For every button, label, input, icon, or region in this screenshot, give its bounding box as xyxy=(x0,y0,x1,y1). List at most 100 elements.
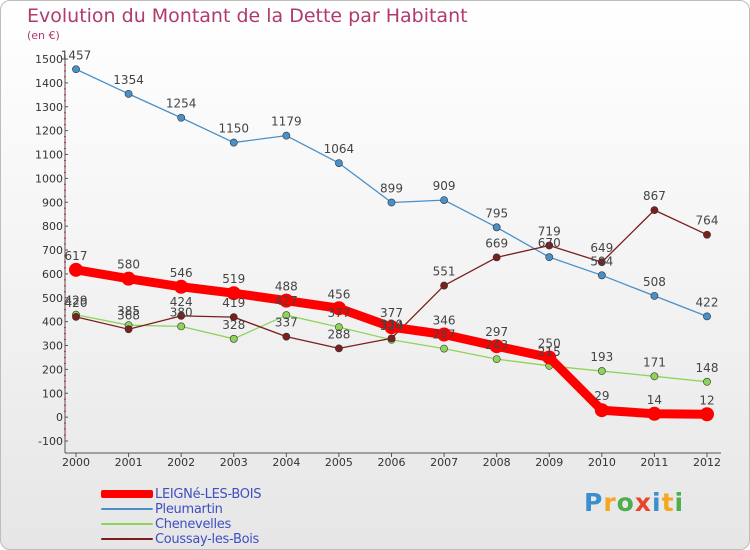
data-point xyxy=(72,312,80,321)
data-label: 419 xyxy=(222,296,245,310)
data-label: 29 xyxy=(594,389,609,403)
legend-swatch xyxy=(101,508,153,510)
y-tick-label: 700 xyxy=(42,244,63,257)
data-point xyxy=(594,403,609,418)
data-point xyxy=(335,323,343,332)
data-point xyxy=(121,271,136,286)
data-point xyxy=(492,355,501,364)
x-tick-label: 2005 xyxy=(325,456,353,469)
data-label: 670 xyxy=(538,236,561,250)
x-tick-label: 2002 xyxy=(167,456,195,469)
data-point xyxy=(229,334,238,343)
data-label: 594 xyxy=(590,254,613,268)
data-label: 420 xyxy=(65,296,88,310)
legend-label: LEIGNé-LES-BOIS xyxy=(155,487,262,502)
x-tick-label: 2007 xyxy=(430,456,458,469)
logo-letter: r xyxy=(603,488,617,517)
y-tick-label: 1500 xyxy=(35,53,63,66)
data-label: 328 xyxy=(222,318,245,332)
x-tick-label: 2010 xyxy=(588,456,616,469)
data-label: 899 xyxy=(380,181,403,195)
data-label: 508 xyxy=(643,275,666,289)
legend-label: Coussay-les-Bois xyxy=(155,532,260,547)
data-label: 795 xyxy=(485,206,508,220)
y-tick-label: 100 xyxy=(42,387,63,400)
data-label: 215 xyxy=(538,345,561,359)
data-label: 324 xyxy=(380,319,403,333)
data-label: 669 xyxy=(485,236,508,250)
y-tick-label: 400 xyxy=(42,316,63,329)
data-point xyxy=(647,406,662,421)
y-tick-label: 1100 xyxy=(35,149,63,162)
x-tick-label: 2001 xyxy=(115,456,143,469)
data-label: 1354 xyxy=(113,73,144,87)
x-tick-label: 2009 xyxy=(535,456,563,469)
data-point xyxy=(335,344,343,353)
data-label: 424 xyxy=(170,295,193,309)
x-tick-label: 2008 xyxy=(483,456,511,469)
logo-letter: t xyxy=(661,488,675,517)
data-point xyxy=(177,311,186,320)
data-point xyxy=(597,271,606,280)
y-tick-label: 1000 xyxy=(35,172,63,185)
x-tick-label: 2006 xyxy=(378,456,406,469)
data-label: 287 xyxy=(433,328,456,342)
data-point xyxy=(703,377,711,386)
data-point xyxy=(440,196,448,205)
y-tick-label: -100 xyxy=(38,435,63,448)
data-point xyxy=(282,332,291,341)
x-tick-label: 2004 xyxy=(272,456,300,469)
data-label: 288 xyxy=(327,327,350,341)
data-label: 193 xyxy=(590,350,613,364)
y-tick-label: 1400 xyxy=(35,77,63,90)
legend-swatch xyxy=(101,490,153,498)
data-label: 243 xyxy=(485,338,508,352)
data-label: 297 xyxy=(485,325,508,339)
data-point xyxy=(69,262,83,277)
y-tick-label: 900 xyxy=(42,196,63,209)
data-label: 380 xyxy=(170,305,193,319)
data-label: 488 xyxy=(275,280,298,294)
data-label: 1064 xyxy=(324,142,355,156)
data-label: 377 xyxy=(380,306,403,320)
data-label: 1254 xyxy=(166,97,197,111)
data-label: 456 xyxy=(327,287,350,301)
data-point xyxy=(177,113,186,122)
data-label: 429 xyxy=(65,294,88,308)
data-point xyxy=(229,313,238,321)
y-tick-label: 200 xyxy=(42,363,63,376)
data-point xyxy=(489,339,504,354)
data-point xyxy=(282,311,291,320)
data-label: 250 xyxy=(538,336,561,350)
data-label: 551 xyxy=(433,265,456,279)
y-tick-label: 1200 xyxy=(35,125,63,138)
y-tick-label: 500 xyxy=(42,292,63,305)
x-tick-label: 2000 xyxy=(62,456,90,469)
data-label: 346 xyxy=(433,314,456,328)
data-point xyxy=(124,325,133,334)
data-label: 580 xyxy=(117,258,140,272)
logo-letter: o xyxy=(616,488,635,517)
logo-letter: P xyxy=(584,488,604,517)
legend-label: Pleumartin xyxy=(155,502,223,517)
data-label: 330 xyxy=(380,317,403,331)
data-point xyxy=(387,198,396,207)
y-tick-label: 800 xyxy=(42,220,63,233)
data-label: 719 xyxy=(538,224,561,238)
data-point xyxy=(440,281,448,290)
logo-letter: x xyxy=(634,488,652,517)
x-tick-label: 2012 xyxy=(693,456,721,469)
data-point xyxy=(545,241,554,250)
data-label: 14 xyxy=(647,393,662,407)
legend-swatch xyxy=(101,523,153,525)
y-tick-label: 600 xyxy=(42,268,63,281)
logo-letter: i xyxy=(674,488,685,517)
data-label: 649 xyxy=(590,241,613,255)
data-point xyxy=(279,293,294,308)
data-point xyxy=(492,223,501,232)
data-point xyxy=(437,327,452,342)
data-point xyxy=(226,286,241,301)
data-point xyxy=(650,372,659,381)
